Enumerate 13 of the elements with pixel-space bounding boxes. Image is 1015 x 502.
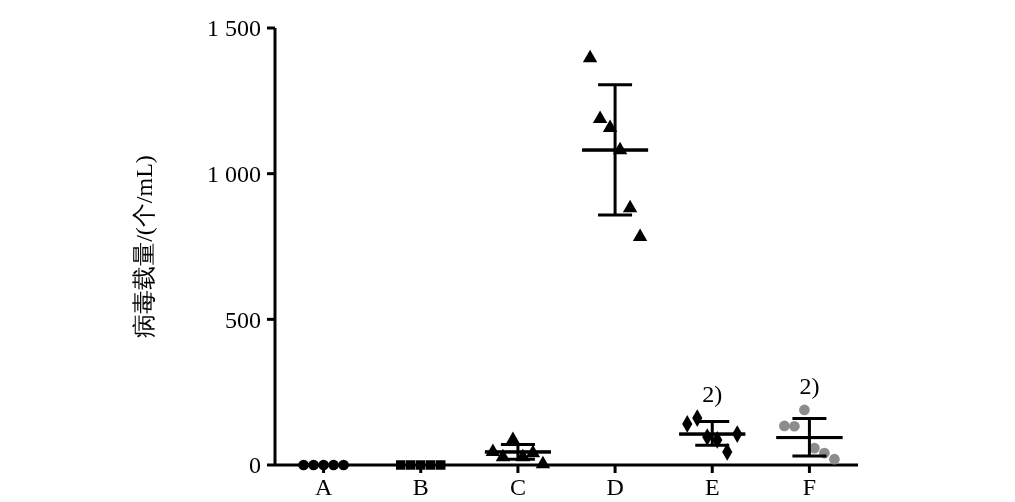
x-tick-label: A xyxy=(314,474,333,500)
x-tick-label: D xyxy=(606,474,624,500)
x-tick-label: E xyxy=(704,474,720,500)
x-tick-label: F xyxy=(802,474,817,500)
y-tick-label: 1 000 xyxy=(207,161,261,188)
y-tick-label: 500 xyxy=(225,306,261,333)
annotation: 2) xyxy=(702,381,723,408)
x-tick-label: B xyxy=(412,474,429,500)
x-tick-label: C xyxy=(509,474,526,500)
y-tick-label: 1 500 xyxy=(207,15,261,42)
y-tick-label: 0 xyxy=(249,452,261,479)
y-axis-title: 病毒载量/(个/mL) xyxy=(131,155,157,338)
annotation: 2) xyxy=(799,373,820,400)
